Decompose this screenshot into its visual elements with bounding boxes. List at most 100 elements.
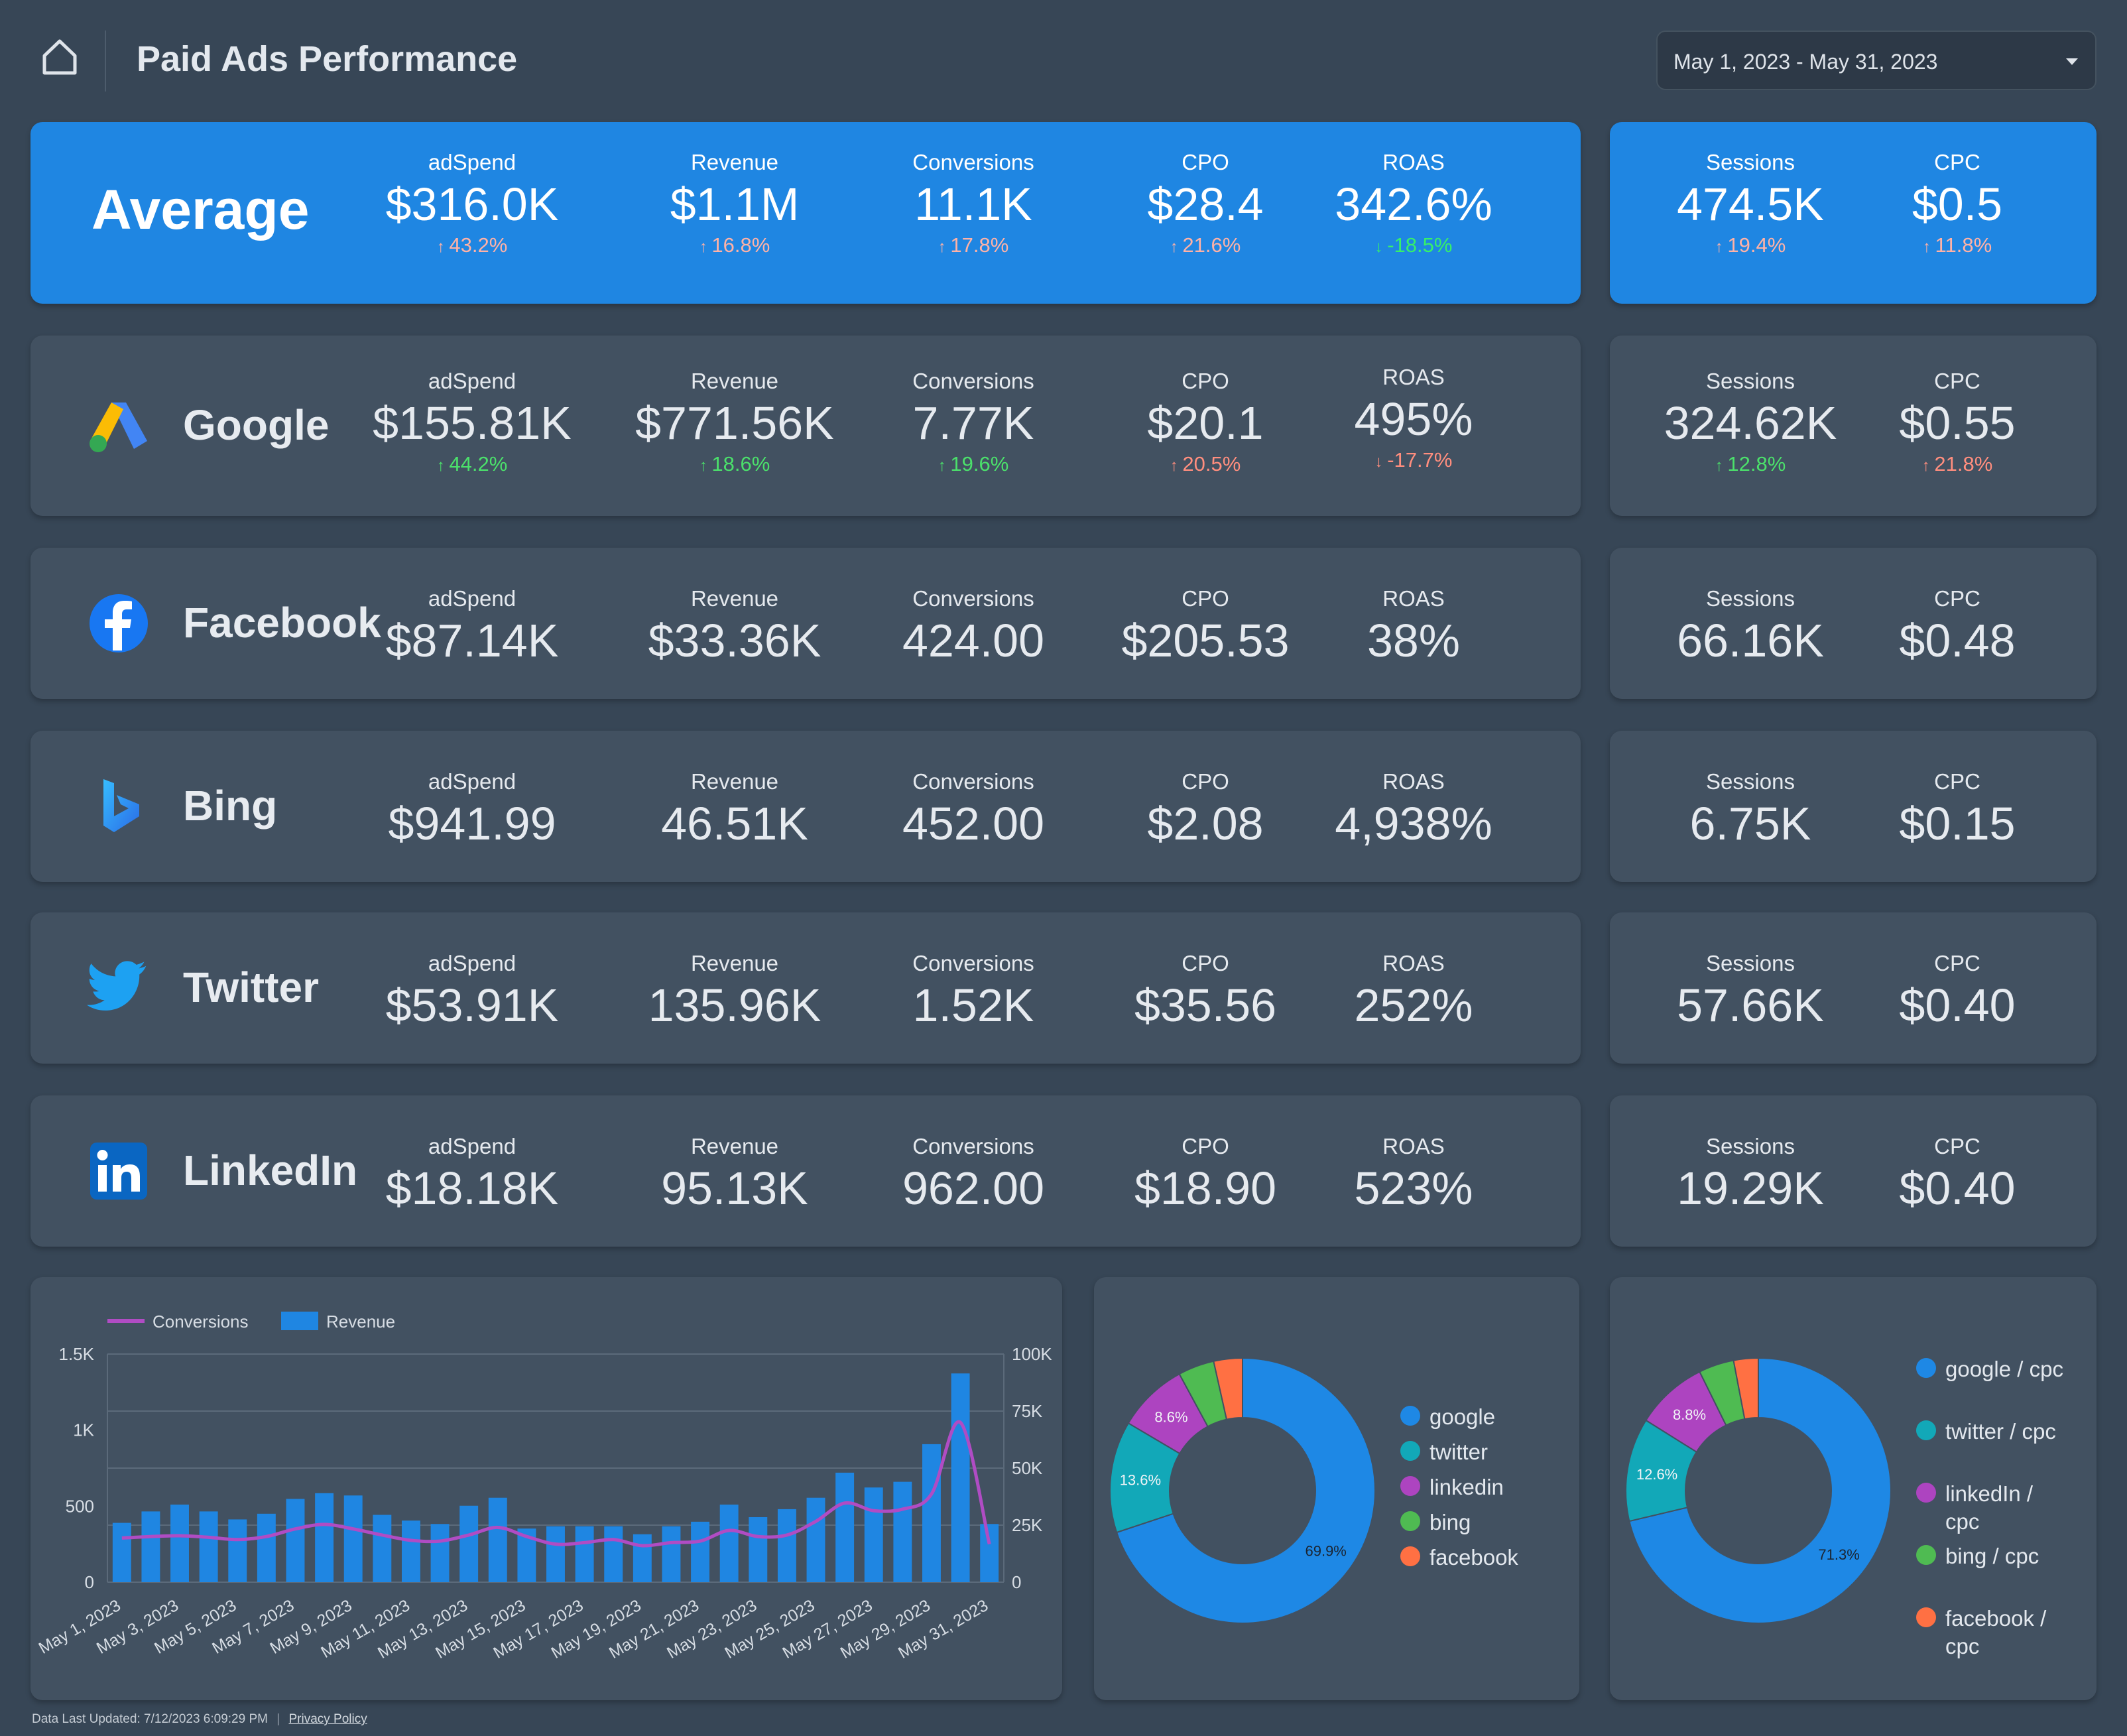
legend-item-label: facebook / cpc xyxy=(1945,1606,2047,1658)
privacy-policy-link[interactable]: Privacy Policy xyxy=(288,1712,367,1726)
metric-change: ↑ 19.6% xyxy=(861,452,1086,476)
metric-change-value: 16.8% xyxy=(711,233,770,257)
metric-label: Sessions xyxy=(1706,586,1795,611)
y-left-tick-label: 1K xyxy=(73,1420,94,1440)
metric-label: CPO xyxy=(1182,769,1229,794)
legend-item-label: bing xyxy=(1429,1510,1471,1534)
metric-label: CPO xyxy=(1182,951,1229,975)
metric-value: 11.1K xyxy=(914,178,1032,230)
metric-change: ↑ 21.6% xyxy=(1093,233,1318,257)
metric-label: Conversions xyxy=(912,150,1034,174)
home-icon[interactable] xyxy=(41,37,78,77)
donut-slice-google[interactable] xyxy=(1628,1357,1892,1624)
metric-label: Conversions xyxy=(912,769,1034,794)
metric-value: $0.55 xyxy=(1899,397,2016,449)
metric-value: $155.81K xyxy=(373,397,572,449)
twitter-logo-icon xyxy=(82,952,155,1024)
legend-swatch xyxy=(1400,1546,1420,1566)
revenue-bar xyxy=(401,1520,420,1582)
linkedin-cpo: CPO $18.90 xyxy=(1093,1134,1318,1216)
legend-conversions-label: Conversions xyxy=(152,1312,249,1332)
metric-change: ↑ 21.8% xyxy=(1845,452,2070,476)
metric-value: $0.40 xyxy=(1899,979,2016,1031)
facebook-logo-icon xyxy=(82,587,155,660)
legend-item-label: linkedin xyxy=(1429,1475,1504,1499)
metric-value: $205.53 xyxy=(1121,615,1290,666)
google-roas: ROAS 495% ↓ -17.7% xyxy=(1301,365,1526,472)
platform-card-google: Google adSpend $155.81K ↑ 44.2% Revenue $771.… xyxy=(30,336,1581,516)
legend-revenue-label: Revenue xyxy=(326,1312,395,1332)
legend-item-label: bing / cpc xyxy=(1945,1544,2039,1568)
revenue-bar xyxy=(922,1444,941,1582)
metric-value: $0.5 xyxy=(1912,178,2003,230)
legend-item-label: twitter xyxy=(1429,1440,1489,1464)
metric-label: Sessions xyxy=(1706,769,1795,794)
legend-revenue-swatch xyxy=(281,1312,318,1330)
linkedin-adspend: adSpend $18.18K xyxy=(359,1134,585,1216)
metric-label: Conversions xyxy=(912,369,1034,393)
google-conversions: Conversions 7.77K ↑ 19.6% xyxy=(861,369,1086,476)
twitter-cpo: CPO $35.56 xyxy=(1093,951,1318,1033)
donut-slice-label: 12.6% xyxy=(1636,1466,1677,1483)
legend-item-label: facebook xyxy=(1429,1545,1518,1570)
legend-item-label: linkedIn / cpc xyxy=(1945,1481,2034,1534)
conversions-line xyxy=(121,1420,991,1548)
date-range-value: May 1, 2023 - May 31, 2023 xyxy=(1673,50,1938,74)
twitter-conversions: Conversions 1.52K xyxy=(861,951,1086,1033)
linkedin-logo-icon xyxy=(82,1135,155,1208)
source-donut-card: 69.9% 13.6% 8.6% google twitter linkedin bing… xyxy=(1094,1277,1579,1700)
metric-value: 324.62K xyxy=(1664,397,1837,449)
metric-change-value: 21.6% xyxy=(1182,233,1241,257)
revenue-bar xyxy=(170,1505,189,1582)
metric-change-value: 17.8% xyxy=(950,233,1009,257)
bing-cpc: CPC $0.15 xyxy=(1845,769,2070,851)
revenue-bar xyxy=(141,1511,160,1582)
donut-slice-google[interactable] xyxy=(1115,1357,1376,1624)
metric-change-value: -17.7% xyxy=(1387,448,1453,471)
metric-change-value: 11.8% xyxy=(1935,233,1992,257)
bing-roas: ROAS 4,938% xyxy=(1301,769,1526,851)
facebook-cpo: CPO $205.53 xyxy=(1093,586,1318,668)
metric-label: adSpend xyxy=(428,769,517,794)
donut-slice-label: 69.9% xyxy=(1305,1543,1346,1560)
revenue-bar xyxy=(315,1493,334,1582)
metric-value: $18.90 xyxy=(1134,1162,1277,1214)
platform-side-card-google: Sessions 324.62K ↑ 12.8% CPC $0.55 ↑ 21.8% xyxy=(1610,336,2097,516)
metric-label: Sessions xyxy=(1706,369,1795,393)
y-right-tick-label: 25K xyxy=(1012,1515,1043,1535)
legend-swatch xyxy=(1916,1420,1936,1440)
metric-label: Sessions xyxy=(1706,1134,1795,1158)
revenue-bar xyxy=(951,1373,970,1582)
twitter-roas: ROAS 252% xyxy=(1301,951,1526,1033)
metric-change: ↑ 17.8% xyxy=(861,233,1086,257)
metric-change: ↑ 19.4% xyxy=(1638,233,1863,257)
platform-side-card-facebook: Sessions 66.16K CPC $0.48 xyxy=(1610,548,2097,699)
arrow-up-icon: ↑ xyxy=(436,238,450,256)
donut-slice-facebook[interactable] xyxy=(1732,1357,1759,1420)
bing-adspend: adSpend $941.99 xyxy=(359,769,585,851)
metric-value: $771.56K xyxy=(635,397,834,449)
metric-change-value: 21.8% xyxy=(1934,452,1993,475)
google-revenue: Revenue $771.56K ↑ 18.6% xyxy=(622,369,847,476)
metric-change-value: 19.6% xyxy=(950,452,1009,475)
donut-slice-label: 13.6% xyxy=(1120,1471,1161,1488)
average-label: Average xyxy=(91,178,310,241)
metric-label: CPC xyxy=(1934,769,1980,794)
revenue-bar xyxy=(546,1526,565,1582)
metric-label: adSpend xyxy=(428,951,517,975)
arrow-up-icon: ↑ xyxy=(1170,238,1183,256)
facebook-conversions: Conversions 424.00 xyxy=(861,586,1086,668)
revenue-bar xyxy=(893,1481,912,1582)
google-ads-logo-icon xyxy=(82,389,155,462)
linkedin-revenue: Revenue 95.13K xyxy=(622,1134,847,1216)
metric-label: CPO xyxy=(1182,150,1229,174)
date-range-picker[interactable]: May 1, 2023 - May 31, 2023 xyxy=(1656,31,2097,90)
metric-label: adSpend xyxy=(428,1134,517,1158)
platform-card-linkedin: LinkedIn adSpend $18.18K Revenue 95.13K Conve… xyxy=(30,1095,1581,1247)
metric-label: Conversions xyxy=(912,586,1034,611)
donut-slice-facebook[interactable] xyxy=(1213,1357,1243,1420)
twitter-adspend: adSpend $53.91K xyxy=(359,951,585,1033)
metric-label: CPC xyxy=(1934,586,1980,611)
metric-label: Conversions xyxy=(912,951,1034,975)
average-roas: ROAS 342.6% ↓ -18.5% xyxy=(1301,150,1526,257)
